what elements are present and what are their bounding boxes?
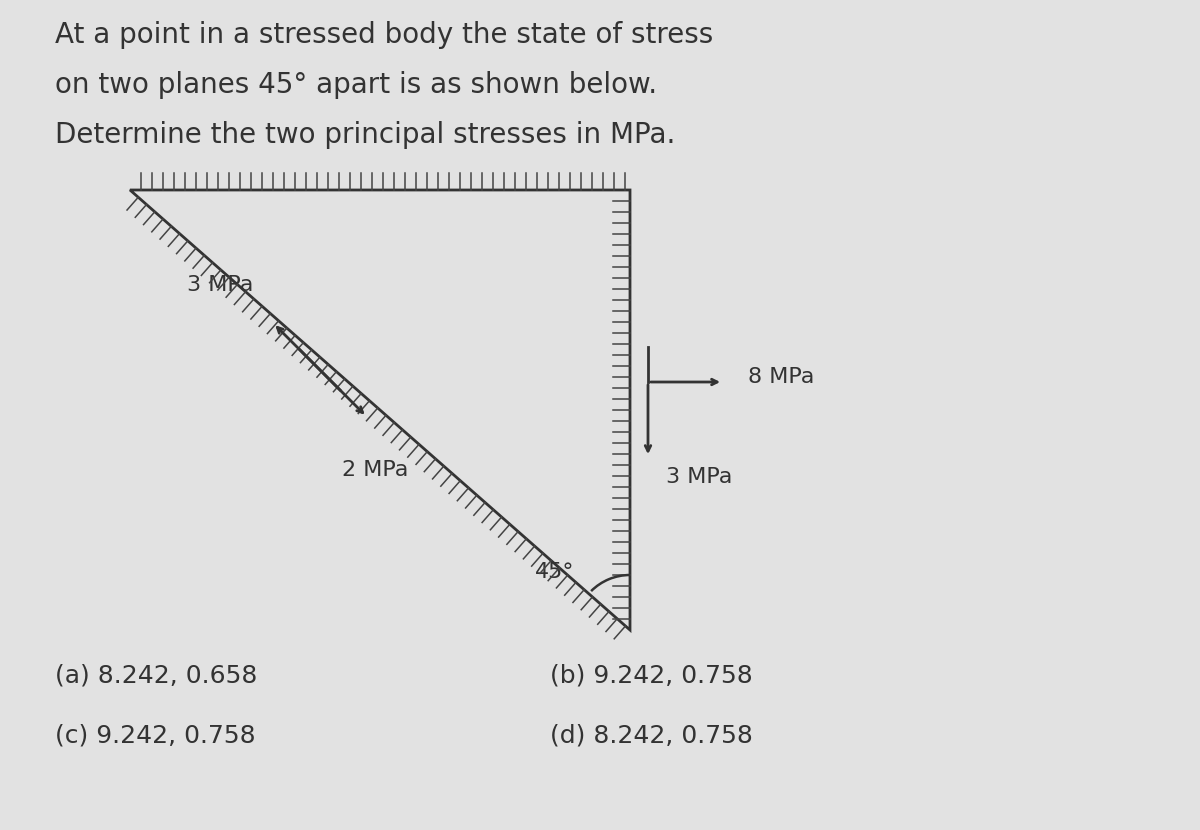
Text: 2 MPa: 2 MPa — [342, 460, 408, 480]
Text: (c) 9.242, 0.758: (c) 9.242, 0.758 — [55, 723, 256, 747]
Text: At a point in a stressed body the state of stress: At a point in a stressed body the state … — [55, 21, 713, 49]
Text: Determine the two principal stresses in MPa.: Determine the two principal stresses in … — [55, 121, 676, 149]
Text: on two planes 45° apart is as shown below.: on two planes 45° apart is as shown belo… — [55, 71, 658, 99]
Text: 3 MPa: 3 MPa — [187, 275, 253, 295]
Text: 3 MPa: 3 MPa — [666, 467, 732, 487]
Text: (a) 8.242, 0.658: (a) 8.242, 0.658 — [55, 663, 257, 687]
Text: 8 MPa: 8 MPa — [748, 367, 815, 387]
Text: (d) 8.242, 0.758: (d) 8.242, 0.758 — [550, 723, 752, 747]
Text: (b) 9.242, 0.758: (b) 9.242, 0.758 — [550, 663, 752, 687]
Text: 45°: 45° — [535, 562, 575, 582]
